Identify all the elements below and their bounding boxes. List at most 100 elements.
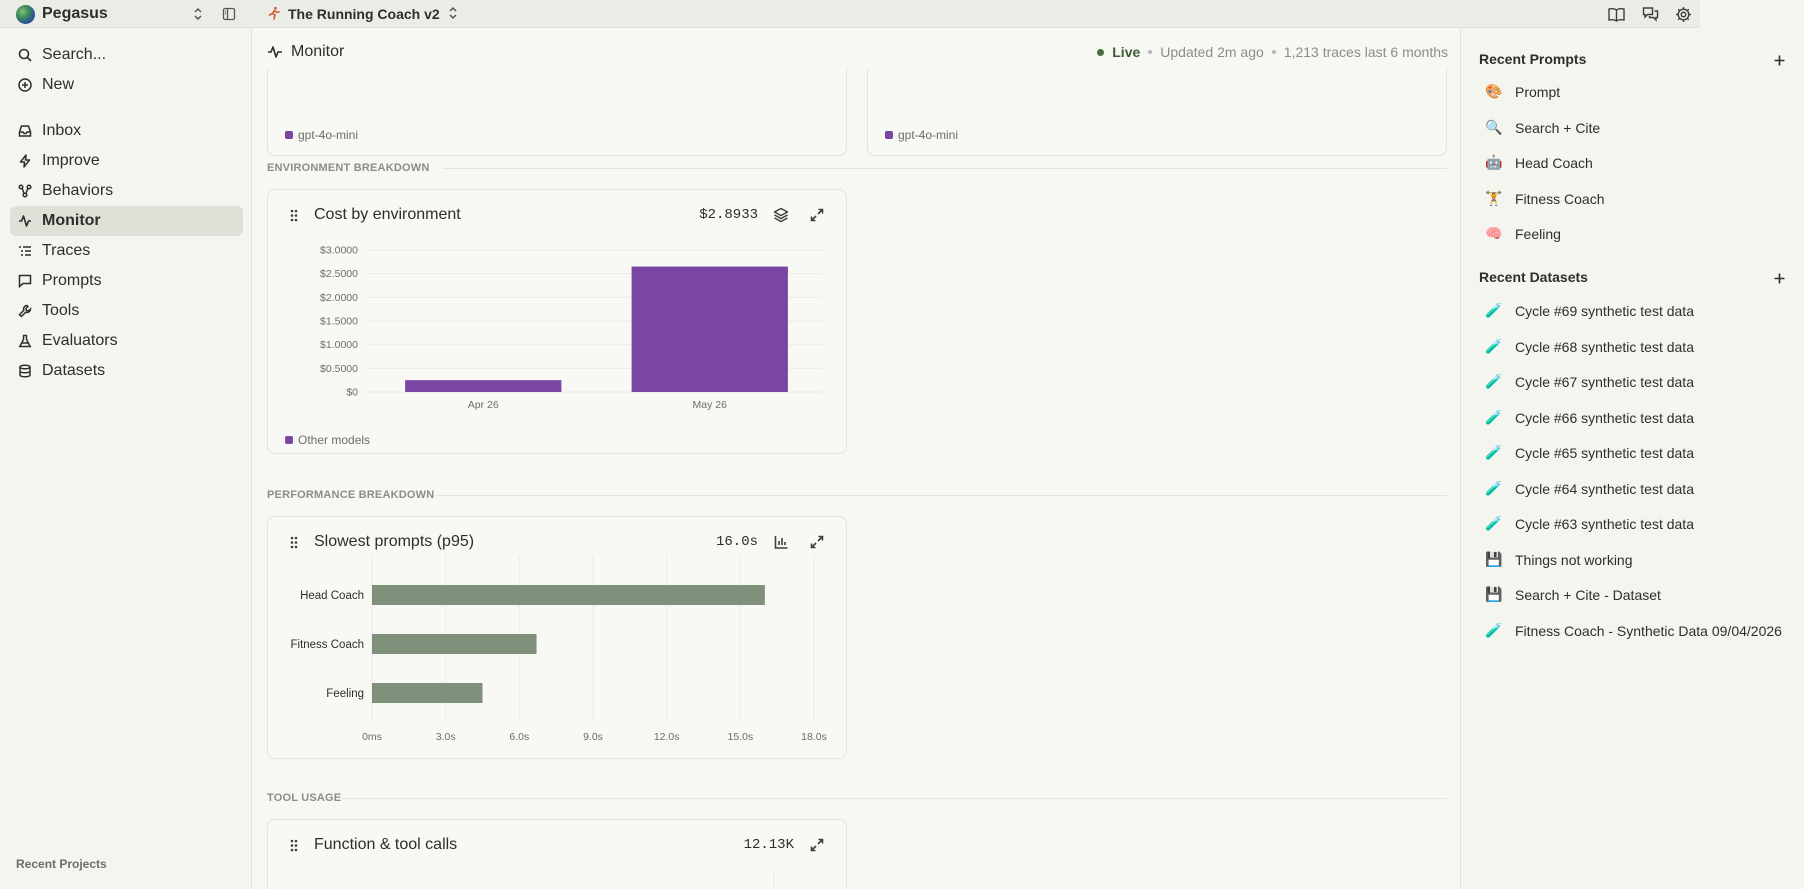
top-bar: Pegasus The Running Coach v2 <box>0 0 1700 28</box>
sidebar-item-tools[interactable]: Tools <box>10 296 243 326</box>
sidebar-item-behaviors[interactable]: Behaviors <box>10 176 243 206</box>
tool-calls-card: Function & tool calls 12.13K tool_execut… <box>267 819 847 889</box>
add-prompt-plus-icon[interactable] <box>1771 52 1787 68</box>
settings-gear-icon[interactable] <box>1673 4 1693 24</box>
y-tick-label: $1.0000 <box>320 339 358 351</box>
recent-dataset-item-label: Cycle #65 synthetic test data <box>1515 445 1694 461</box>
sidebar-item-label: Inbox <box>42 122 82 139</box>
expand-icon[interactable] <box>807 532 827 552</box>
cost-by-environment-card: Cost by environment $2.8933 $0 $0.5000 $1.… <box>267 189 847 454</box>
recent-dataset-item[interactable]: 🧪 Cycle #67 synthetic test data <box>1485 371 1694 393</box>
recent-dataset-item-icon: 🧪 <box>1485 445 1503 461</box>
status-bar: Live Updated 2m ago 1,213 traces last 6 … <box>1097 44 1448 60</box>
x-tick-label: 3.0s <box>436 731 456 743</box>
expand-icon[interactable] <box>807 835 827 855</box>
x-tick-label: 15.0s <box>727 731 753 743</box>
bar <box>405 380 562 392</box>
chat-bubbles-icon[interactable] <box>1640 4 1660 24</box>
x-tick-label: 18.0s <box>801 731 827 743</box>
flask-icon <box>18 334 32 348</box>
section-divider <box>437 495 1447 496</box>
card-header: Cost by environment $2.8933 <box>268 190 846 240</box>
sidebar-item-label: Evaluators <box>42 332 118 349</box>
sidebar-item-evaluators[interactable]: Evaluators <box>10 326 243 356</box>
recent-dataset-item-label: Things not working <box>1515 551 1633 568</box>
card-header: Slowest prompts (p95) 16.0s <box>268 517 846 567</box>
separator-dot <box>1148 50 1153 54</box>
docs-book-icon[interactable] <box>1606 4 1626 24</box>
recent-dataset-item[interactable]: 🧪 Cycle #63 synthetic test data <box>1485 513 1694 535</box>
page-title: Monitor <box>267 43 344 61</box>
bar <box>372 683 483 703</box>
y-tick-label: $1.5000 <box>320 316 358 328</box>
search-label: Search... <box>42 46 107 63</box>
recent-prompts-heading: Recent Prompts <box>1479 51 1587 67</box>
recent-dataset-item-label: Cycle #68 synthetic test data <box>1515 338 1694 355</box>
search-icon <box>18 48 32 62</box>
sidebar-item-monitor[interactable]: Monitor <box>10 206 243 236</box>
legend-swatch <box>285 436 293 444</box>
recent-dataset-item[interactable]: 🧪 Cycle #65 synthetic test data <box>1485 442 1694 464</box>
recent-prompt-item-label: Fitness Coach <box>1515 190 1605 207</box>
layers-icon[interactable] <box>771 205 791 225</box>
project-switcher[interactable]: The Running Coach v2 <box>267 4 459 24</box>
tool-calls-bar-chart: tool_execution_phase1.21K <box>773 870 775 889</box>
sidebar-item-label: Improve <box>42 152 100 169</box>
recent-dataset-item-icon: 🧪 <box>1485 409 1503 426</box>
recent-dataset-item[interactable]: 💾 Search + Cite - Dataset <box>1485 584 1661 606</box>
sidebar-item-improve[interactable]: Improve <box>10 146 243 176</box>
sidebar-item-traces[interactable]: Traces <box>10 236 243 266</box>
sidebar-item-inbox[interactable]: Inbox <box>10 116 243 146</box>
drag-handle-icon[interactable] <box>290 209 298 222</box>
recent-dataset-item[interactable]: 🧪 Cycle #69 synthetic test data <box>1485 300 1694 322</box>
recent-projects-label[interactable]: Recent Projects <box>16 857 107 871</box>
add-dataset-plus-icon[interactable] <box>1771 270 1787 286</box>
inbox-icon <box>18 125 32 137</box>
bar <box>372 585 765 605</box>
x-tick-label: 6.0s <box>509 731 529 743</box>
workspace-switcher[interactable]: Pegasus <box>16 3 108 25</box>
recent-dataset-item-icon: 🧪 <box>1485 480 1503 497</box>
recent-prompt-item[interactable]: 🎨 Prompt <box>1485 81 1560 103</box>
model-chart-card-left: gpt-4o-mini <box>267 68 847 156</box>
recent-prompt-item[interactable]: 🧠 Feeling <box>1485 223 1561 245</box>
wrench-icon <box>18 304 32 318</box>
recent-dataset-item-icon: 🧪 <box>1485 516 1503 532</box>
recent-dataset-item[interactable]: 🧪 Fitness Coach - Synthetic Data 09/04/20… <box>1485 620 1782 642</box>
recent-prompt-item[interactable]: 🔍 Search + Cite <box>1485 117 1600 139</box>
recent-dataset-item-icon: 🧪 <box>1485 303 1503 319</box>
x-tick-label: 0ms <box>362 731 382 743</box>
sidebar-item-datasets[interactable]: Datasets <box>10 356 243 386</box>
chevron-updown-icon[interactable] <box>447 6 459 23</box>
recent-dataset-item[interactable]: 🧪 Cycle #68 synthetic test data <box>1485 336 1694 358</box>
plus-circle-icon <box>18 78 32 92</box>
recent-prompt-item[interactable]: 🏋 Fitness Coach <box>1485 188 1604 210</box>
recent-dataset-item[interactable]: 🧪 Cycle #66 synthetic test data <box>1485 407 1694 429</box>
recent-prompt-item-icon: 🧠 <box>1485 226 1503 242</box>
drag-handle-icon[interactable] <box>290 839 298 852</box>
recent-dataset-item-icon: 🧪 <box>1485 374 1503 390</box>
updated-time: Updated 2m ago <box>1160 44 1264 60</box>
search-nav-item[interactable]: Search... <box>10 40 243 70</box>
recent-dataset-item[interactable]: 💾 Things not working <box>1485 549 1633 571</box>
bar-chart-icon[interactable] <box>771 532 791 552</box>
section-label-environment: ENVIRONMENT BREAKDOWN <box>267 162 430 174</box>
sidebar-toggle-icon[interactable] <box>219 4 239 24</box>
y-tick-label: $2.5000 <box>320 268 358 280</box>
card-title: Function & tool calls <box>314 836 458 853</box>
separator-dot <box>1271 50 1276 54</box>
sidebar-item-prompts[interactable]: Prompts <box>10 266 243 296</box>
drag-handle-icon[interactable] <box>290 536 298 549</box>
recent-prompt-item-icon: 🤖 <box>1485 155 1503 171</box>
chevron-updown-icon[interactable] <box>188 4 208 24</box>
recent-dataset-item[interactable]: 🧪 Cycle #64 synthetic test data <box>1485 478 1694 500</box>
new-nav-item[interactable]: New <box>10 70 243 100</box>
list-indent-icon <box>19 246 31 256</box>
card-title: Cost by environment <box>314 206 461 223</box>
recent-dataset-item-icon: 💾 <box>1485 551 1503 568</box>
recent-prompt-item[interactable]: 🤖 Head Coach <box>1485 152 1593 174</box>
expand-icon[interactable] <box>807 205 827 225</box>
y-category-label: Head Coach <box>300 590 364 602</box>
recent-dataset-item-label: Cycle #66 synthetic test data <box>1515 409 1694 426</box>
sidebar-item-label: Prompts <box>42 272 102 289</box>
